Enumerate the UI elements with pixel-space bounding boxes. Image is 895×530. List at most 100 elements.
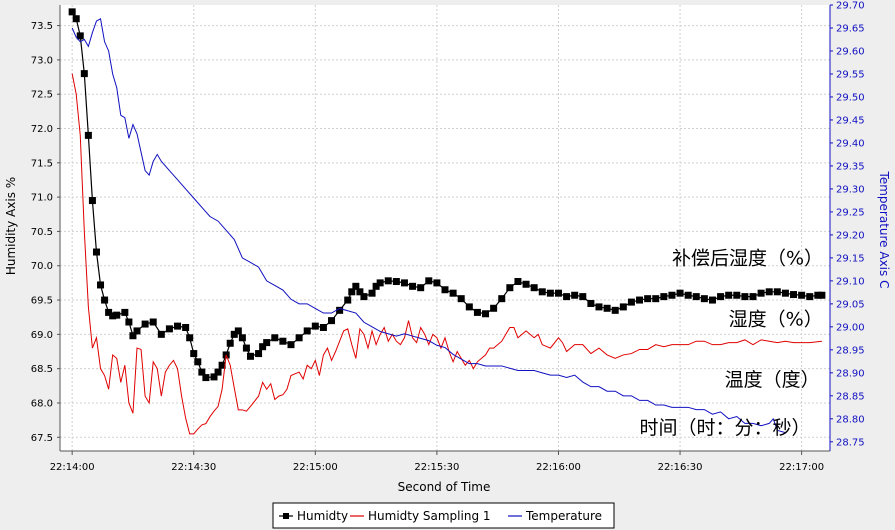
y-axis-left-label: Humidity Axis % xyxy=(4,177,18,275)
data-point xyxy=(473,308,481,316)
data-point xyxy=(182,323,190,331)
data-point xyxy=(765,288,773,296)
left-tick-label: 68.5 xyxy=(31,364,53,375)
legend-item: Humidty Sampling 1 xyxy=(350,509,491,523)
data-point xyxy=(174,322,182,330)
data-point xyxy=(725,291,733,299)
data-point xyxy=(733,291,741,299)
data-point xyxy=(538,288,546,296)
series-humidty xyxy=(68,8,826,382)
data-point xyxy=(433,279,441,287)
left-tick-label: 71.0 xyxy=(31,193,53,204)
data-point xyxy=(336,306,344,314)
legend-label: Temperature xyxy=(525,509,602,523)
left-tick-label: 69.5 xyxy=(31,296,53,307)
left-tick-label: 71.5 xyxy=(31,158,53,169)
series-temperature xyxy=(71,18,786,434)
legend-label: Humidty xyxy=(297,509,348,523)
legend-marker xyxy=(283,513,289,519)
data-point xyxy=(522,280,530,288)
data-point xyxy=(76,32,84,40)
right-tick-label: 29.50 xyxy=(836,92,865,103)
data-point xyxy=(636,296,644,304)
data-point xyxy=(101,296,109,304)
data-point xyxy=(92,248,100,256)
data-point xyxy=(279,337,287,345)
data-point xyxy=(627,298,635,306)
legend: Humidty Humidty Sampling 1 Temperature xyxy=(272,502,615,529)
x-tick-label: 22:17:00 xyxy=(779,462,824,473)
data-point xyxy=(88,197,96,205)
data-point xyxy=(441,286,449,294)
data-point xyxy=(125,318,133,326)
data-point xyxy=(287,341,295,349)
data-point xyxy=(72,15,80,23)
data-point xyxy=(482,310,490,318)
data-point xyxy=(425,277,433,285)
x-tick-label: 22:15:00 xyxy=(293,462,338,473)
data-point xyxy=(563,293,571,301)
data-point xyxy=(368,289,376,297)
data-point xyxy=(360,293,368,301)
left-axis: 67.5 68.0 68.5 69.0 69.5 70.0 70.5 71.0 71.5 72.0… xyxy=(31,5,61,451)
data-point xyxy=(246,352,254,360)
x-tick-label: 22:15:30 xyxy=(414,462,459,473)
data-point xyxy=(328,317,336,325)
data-point xyxy=(449,289,457,297)
data-point xyxy=(684,291,692,299)
x-tick-label: 22:16:00 xyxy=(536,462,581,473)
data-point xyxy=(84,131,92,139)
right-tick-label: 29.05 xyxy=(836,299,865,310)
left-tick-label: 69.0 xyxy=(31,330,53,341)
right-tick-label: 29.40 xyxy=(836,138,865,149)
data-point xyxy=(80,70,88,78)
data-point xyxy=(121,308,129,316)
data-point xyxy=(238,334,246,342)
right-tick-label: 29.55 xyxy=(836,69,865,80)
data-point xyxy=(514,278,522,286)
left-tick-label: 72.5 xyxy=(31,90,53,101)
legend-label: Humidty Sampling 1 xyxy=(368,509,491,523)
data-point xyxy=(141,320,149,328)
data-point xyxy=(595,303,603,311)
data-point xyxy=(554,289,562,297)
right-tick-label: 28.95 xyxy=(836,345,865,356)
data-point xyxy=(186,334,194,342)
x-axis: 22:14:00 22:14:30 22:15:00 22:15:30 22:16:00… xyxy=(50,450,830,473)
right-tick-label: 29.20 xyxy=(836,230,865,241)
data-point xyxy=(749,293,757,301)
right-tick-label: 28.80 xyxy=(836,414,865,425)
data-point xyxy=(295,334,303,342)
data-point xyxy=(344,296,352,304)
data-point xyxy=(97,281,105,289)
data-point xyxy=(149,318,157,326)
x-tick-label: 22:14:00 xyxy=(50,462,95,473)
x-tick-label: 22:16:30 xyxy=(658,462,703,473)
data-point xyxy=(356,288,364,296)
left-tick-label: 72.0 xyxy=(31,124,53,135)
annotation-text: 湿度（%） xyxy=(729,308,823,330)
right-tick-label: 28.75 xyxy=(836,437,865,448)
right-tick-label: 29.00 xyxy=(836,322,865,333)
annotations: 补偿后湿度（%） 湿度（%） 温度（度） 时间（时：分：秒） xyxy=(640,247,823,438)
data-point xyxy=(708,296,716,304)
data-point xyxy=(652,295,660,303)
annotation-text: 时间（时：分：秒） xyxy=(640,417,811,439)
annotation-text: 温度（度） xyxy=(725,369,820,391)
left-tick-label: 73.0 xyxy=(31,55,53,66)
x-tick-label: 22:14:30 xyxy=(171,462,216,473)
data-point xyxy=(242,344,250,352)
data-point xyxy=(198,368,206,376)
data-point xyxy=(546,289,554,297)
left-tick-label: 70.5 xyxy=(31,227,53,238)
data-point xyxy=(311,322,319,330)
data-point xyxy=(109,312,117,320)
right-axis: 28.75 28.80 28.85 28.90 28.95 29.00 29.05 29.10… xyxy=(829,1,865,451)
series-layer xyxy=(68,8,826,435)
data-point xyxy=(190,350,198,358)
data-point xyxy=(611,306,619,314)
data-point xyxy=(202,374,210,382)
data-point xyxy=(465,303,473,311)
data-point xyxy=(226,339,234,347)
